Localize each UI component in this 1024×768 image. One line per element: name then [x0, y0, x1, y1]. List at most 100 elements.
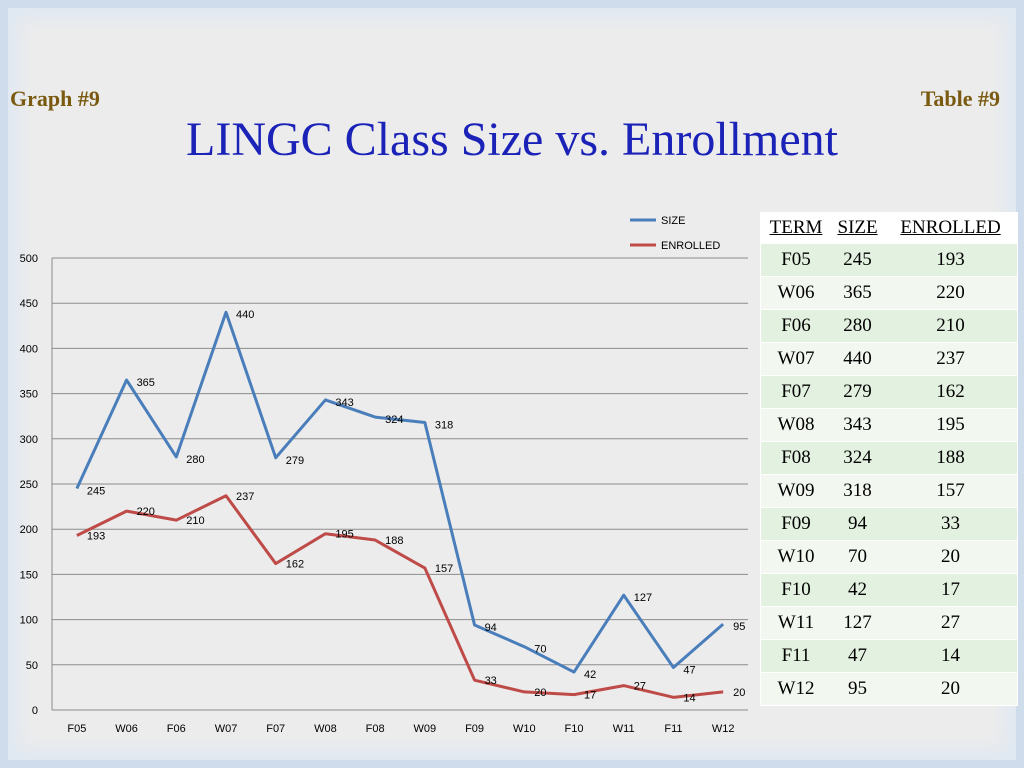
data-table: TERM SIZE ENROLLED F05 245 193 W06 365 220 F06…: [760, 212, 1018, 706]
table-row: W06 365 220: [760, 276, 1018, 310]
series-line-size: [75, 310, 725, 674]
table-cell-term: W09: [760, 474, 832, 508]
table-row: F11 47 14: [760, 639, 1018, 673]
table-cell-term: F11: [760, 639, 832, 673]
table-cell-term: F08: [760, 441, 832, 475]
data-label-enrolled: 220: [137, 506, 155, 518]
data-label-size: 280: [186, 454, 204, 466]
table-cell-term: F05: [760, 243, 832, 277]
x-tick-label: W10: [513, 723, 536, 735]
table-header-row: TERM SIZE ENROLLED: [760, 212, 1018, 244]
table-cell-term: W07: [760, 342, 832, 376]
table-cell-term: W12: [760, 672, 832, 706]
table-cell-term: W10: [760, 540, 832, 574]
x-tick-label: W11: [613, 723, 635, 735]
table-row: F08 324 188: [760, 441, 1018, 475]
table-cell-size: 440: [831, 342, 885, 376]
data-label-enrolled: 20: [733, 687, 745, 699]
data-label-size: 95: [733, 621, 745, 633]
table-cell-enrolled: 14: [884, 639, 1018, 673]
data-label-size: 365: [137, 377, 155, 389]
data-label-enrolled: 188: [385, 535, 403, 547]
table-cell-term: W06: [760, 276, 832, 310]
legend-label: SIZE: [661, 215, 685, 227]
table-cell-size: 70: [831, 540, 885, 574]
x-tick-label: F10: [565, 723, 584, 735]
data-label-enrolled: 237: [236, 491, 254, 503]
table-cell-size: 318: [831, 474, 885, 508]
data-label-size: 127: [634, 592, 652, 604]
table-cell-enrolled: 188: [884, 441, 1018, 475]
x-tick-label: F06: [167, 723, 186, 735]
table-cell-size: 324: [831, 441, 885, 475]
table-header-size: SIZE: [831, 212, 885, 244]
table-row: W11 127 27: [760, 606, 1018, 640]
table-cell-enrolled: 17: [884, 573, 1018, 607]
table-row: F09 94 33: [760, 507, 1018, 541]
table-cell-enrolled: 157: [884, 474, 1018, 508]
table-cell-term: F09: [760, 507, 832, 541]
table-row: W10 70 20: [760, 540, 1018, 574]
y-tick-label: 350: [20, 389, 38, 401]
table-cell-term: F07: [760, 375, 832, 409]
data-label-enrolled: 27: [634, 681, 646, 693]
x-tick-label: F09: [465, 723, 484, 735]
x-tick-label: W06: [115, 723, 138, 735]
y-tick-label: 500: [20, 253, 38, 265]
table-cell-enrolled: 20: [884, 672, 1018, 706]
y-tick-label: 150: [20, 569, 38, 581]
y-tick-label: 300: [20, 434, 38, 446]
x-tick-label: F07: [266, 723, 285, 735]
table-cell-size: 279: [831, 375, 885, 409]
data-label-size: 324: [385, 414, 403, 426]
table-row: W09 318 157: [760, 474, 1018, 508]
table-cell-enrolled: 195: [884, 408, 1018, 442]
data-label-enrolled: 17: [584, 690, 596, 702]
data-label-enrolled: 193: [87, 531, 105, 543]
x-tick-label: W07: [215, 723, 238, 735]
data-label-size: 245: [87, 486, 105, 498]
table-row: F07 279 162: [760, 375, 1018, 409]
table-cell-enrolled: 27: [884, 606, 1018, 640]
table-row: W07 440 237: [760, 342, 1018, 376]
x-tick-label: F11: [664, 723, 682, 735]
table-cell-enrolled: 33: [884, 507, 1018, 541]
y-tick-label: 450: [20, 298, 38, 310]
x-tick-label: F08: [366, 723, 385, 735]
x-tick-label: W08: [314, 723, 337, 735]
table-row: W08 343 195: [760, 408, 1018, 442]
data-label-enrolled: 195: [335, 529, 353, 541]
data-label-enrolled: 157: [435, 563, 453, 575]
table-cell-term: W11: [760, 606, 832, 640]
series-line-enrolled: [76, 494, 724, 699]
y-tick-label: 200: [20, 524, 38, 536]
table-row: F10 42 17: [760, 573, 1018, 607]
data-label-size: 42: [584, 669, 596, 681]
table-cell-size: 365: [831, 276, 885, 310]
x-tick-label: W12: [712, 723, 735, 735]
data-label-size: 47: [683, 665, 695, 677]
table-header-enrolled: ENROLLED: [884, 212, 1018, 244]
table-header-term: TERM: [760, 212, 832, 244]
table-cell-size: 94: [831, 507, 885, 541]
table-cell-term: F06: [760, 309, 832, 343]
table-cell-enrolled: 220: [884, 276, 1018, 310]
data-label-size: 343: [335, 397, 353, 409]
table-cell-size: 47: [831, 639, 885, 673]
table-cell-enrolled: 193: [884, 243, 1018, 277]
data-label-enrolled: 33: [485, 675, 497, 687]
data-label-size: 94: [485, 622, 497, 634]
x-tick-label: F05: [67, 723, 86, 735]
table-cell-size: 280: [831, 309, 885, 343]
table-cell-term: F10: [760, 573, 832, 607]
legend-label: ENROLLED: [661, 240, 720, 252]
table-cell-size: 127: [831, 606, 885, 640]
table-cell-size: 95: [831, 672, 885, 706]
table-cell-term: W08: [760, 408, 832, 442]
data-label-enrolled: 210: [186, 515, 204, 527]
data-label-size: 279: [286, 455, 304, 467]
y-tick-label: 400: [20, 343, 38, 355]
page-title: LINGC Class Size vs. Enrollment: [186, 113, 838, 166]
data-label-size: 440: [236, 309, 254, 321]
